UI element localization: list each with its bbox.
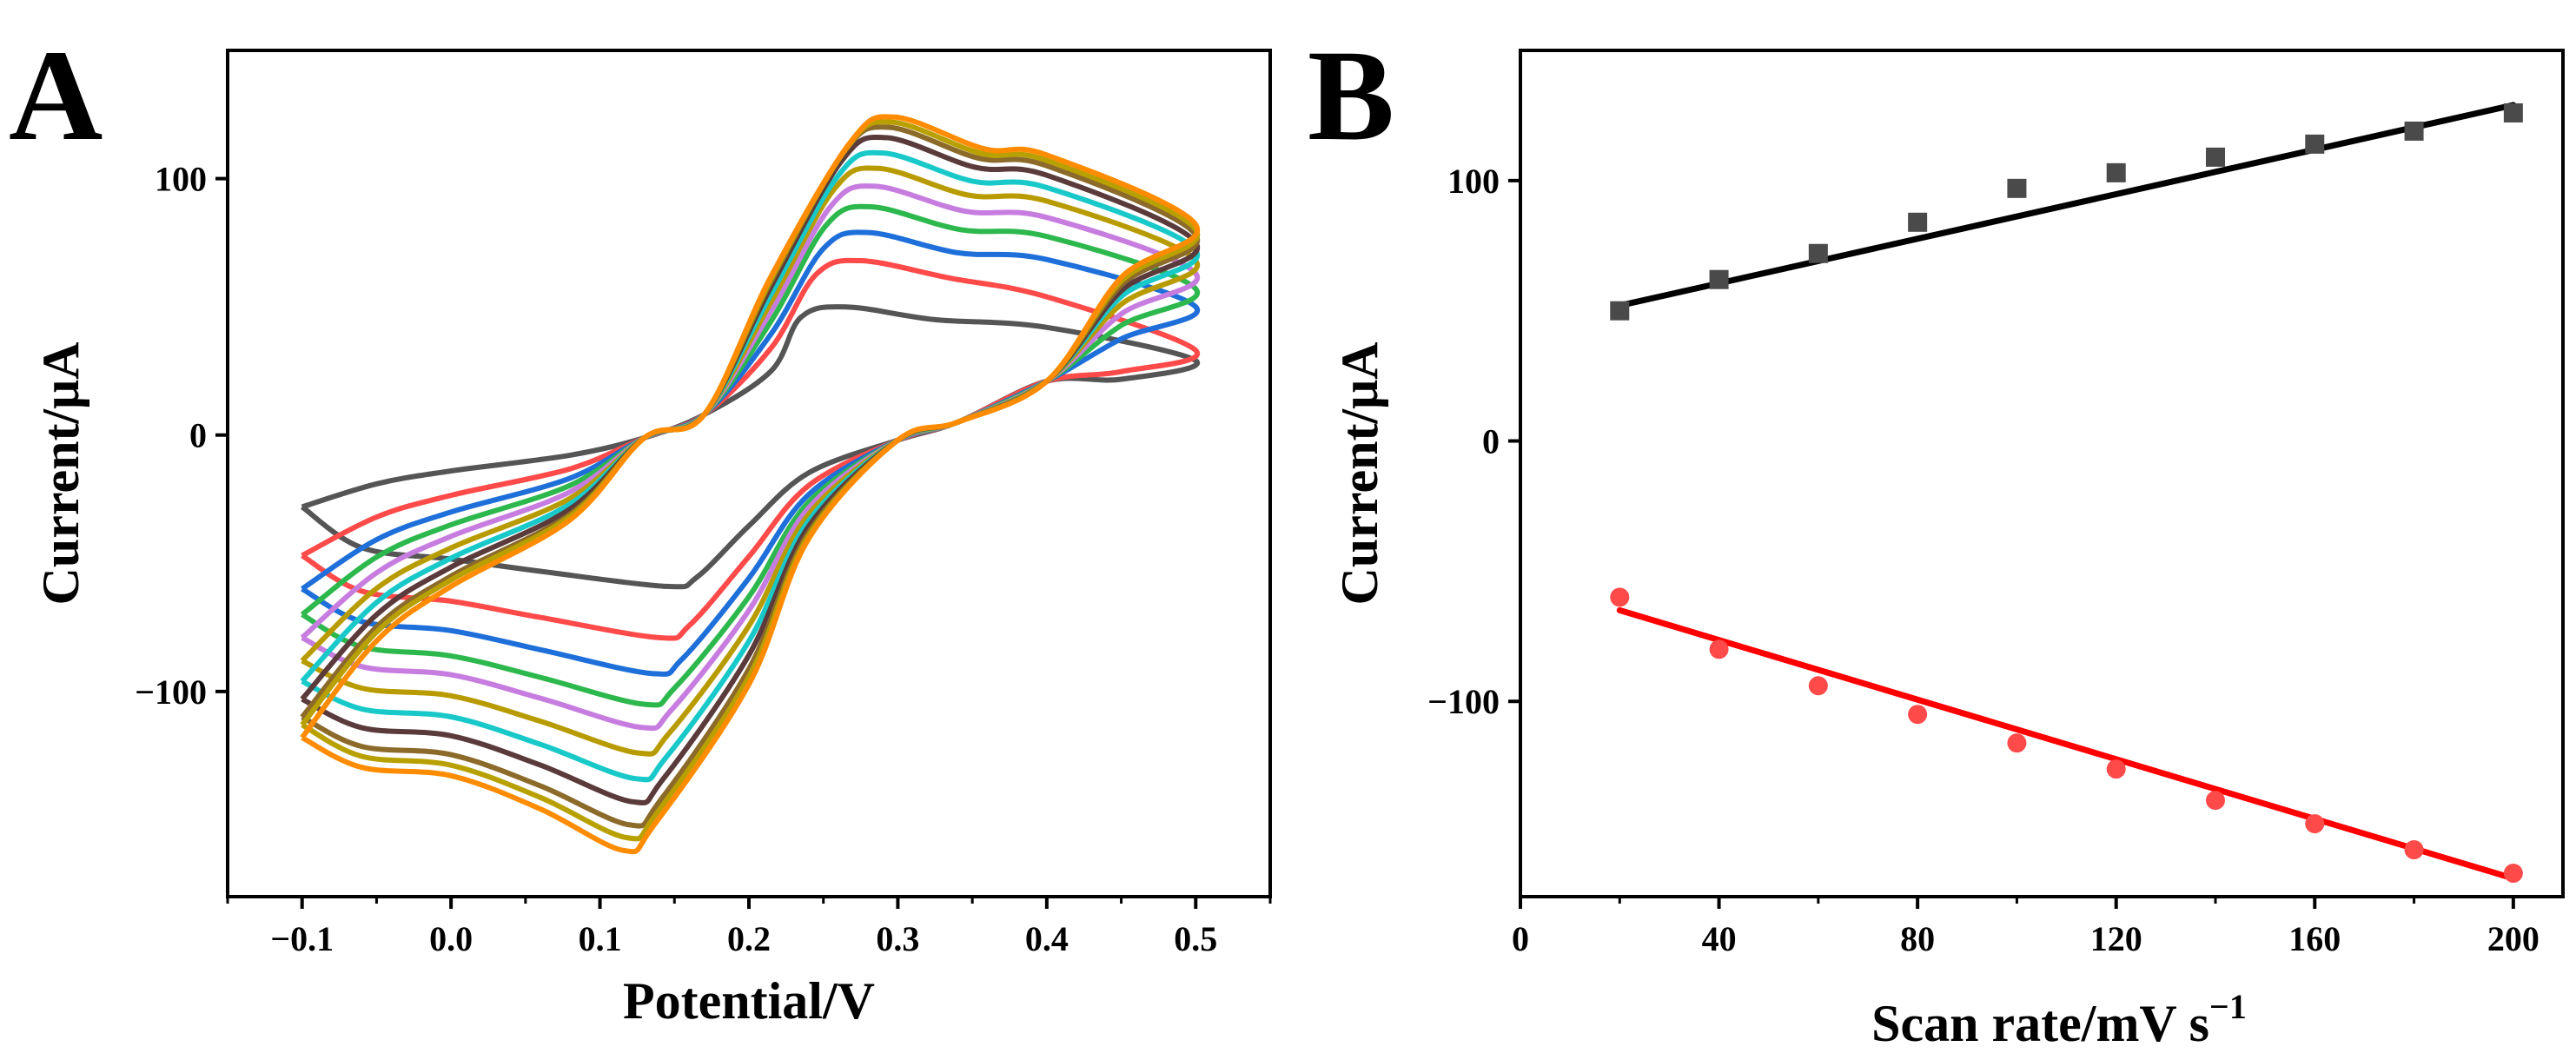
cathodic-data-point xyxy=(1808,676,1828,696)
y-tick-label: −100 xyxy=(135,672,207,712)
x-tick-label: 0.2 xyxy=(727,919,771,958)
cathodic-data-point xyxy=(2007,733,2027,753)
x-tick-label: 40 xyxy=(1702,919,1737,958)
x-tick-label: 160 xyxy=(2288,919,2341,958)
cv-curves xyxy=(300,114,1201,855)
y-tick-label: 100 xyxy=(1447,162,1500,201)
cv-y-axis-title: Current/μA xyxy=(32,342,89,606)
panel-a-label: A xyxy=(9,23,103,168)
cv-curve-line xyxy=(300,183,1201,732)
anodic-data-point xyxy=(1709,269,1729,289)
fit-lines xyxy=(1616,102,2517,882)
cv-x-tick-labels: −0.1 0.0 0.1 0.2 0.3 0.4 0.5 xyxy=(270,919,1217,958)
panel-b-label: B xyxy=(1308,23,1394,168)
cv-curve-line xyxy=(300,114,1201,855)
anodic-data-point xyxy=(2305,134,2325,154)
cv-tick-marks xyxy=(215,176,1272,909)
cv-chart: −0.1 0.0 0.1 0.2 0.3 0.4 0.5 −100 0 100 Potentia… xyxy=(32,49,1272,1030)
x-tick-label: 0.5 xyxy=(1174,919,1217,958)
anodic-fit-line xyxy=(1616,102,2517,309)
x-tick-label: 0 xyxy=(1512,919,1529,958)
cv-y-tick-labels: −100 0 100 xyxy=(135,160,207,712)
x-tick-label: 200 xyxy=(2487,919,2540,958)
scan-rate-x-axis-title-main: Scan rate/mV s xyxy=(1871,995,2209,1052)
scan-rate-x-tick-labels: 0 40 80 120 160 200 xyxy=(1512,919,2540,958)
anodic-data-point xyxy=(2503,103,2523,123)
scan-rate-y-axis-title: Current/μA xyxy=(1331,342,1388,606)
x-tick-label: 120 xyxy=(2090,919,2142,958)
y-tick-label: 0 xyxy=(1482,422,1500,461)
scan-rate-tick-marks xyxy=(1508,178,2515,909)
cathodic-fit-line xyxy=(1616,606,2517,882)
cathodic-data-point xyxy=(1709,639,1729,659)
x-tick-label: 0.1 xyxy=(579,919,622,958)
y-tick-label: 100 xyxy=(155,160,207,199)
anodic-data-point xyxy=(1610,301,1630,321)
cathodic-data-point xyxy=(2106,759,2126,779)
anodic-data-point xyxy=(2007,178,2027,198)
x-tick-label: 80 xyxy=(1900,919,1935,958)
cathodic-data-point xyxy=(2503,864,2523,884)
scan-rate-x-axis-title-superscript: −1 xyxy=(2209,987,2247,1026)
cathodic-data-point xyxy=(1610,587,1630,607)
x-tick-label: 0.3 xyxy=(876,919,919,958)
scan-rate-plot-frame xyxy=(1519,49,2565,898)
scan-rate-y-tick-labels: −100 0 100 xyxy=(1427,162,1500,721)
cv-x-axis-title: Potential/V xyxy=(623,972,875,1030)
anodic-data-point xyxy=(2404,121,2424,141)
x-tick-label: 0.0 xyxy=(429,919,473,958)
data-points xyxy=(1610,103,2523,884)
y-tick-label: −100 xyxy=(1427,682,1500,721)
cv-curve-line xyxy=(300,135,1201,805)
cathodic-data-point xyxy=(2305,814,2325,834)
anodic-data-point xyxy=(2106,162,2126,182)
cv-curve-line xyxy=(300,124,1201,829)
anodic-data-point xyxy=(1908,212,1928,232)
scan-rate-x-axis-title: Scan rate/mV s−1 xyxy=(1871,987,2247,1052)
anodic-data-point xyxy=(2206,147,2225,167)
cathodic-data-point xyxy=(2206,791,2225,811)
cathodic-data-point xyxy=(1908,705,1928,725)
cathodic-data-point xyxy=(2404,840,2424,860)
anodic-data-point xyxy=(1808,243,1828,263)
x-tick-label: −0.1 xyxy=(270,919,334,958)
y-tick-label: 0 xyxy=(189,416,207,455)
x-tick-label: 0.4 xyxy=(1025,919,1069,958)
